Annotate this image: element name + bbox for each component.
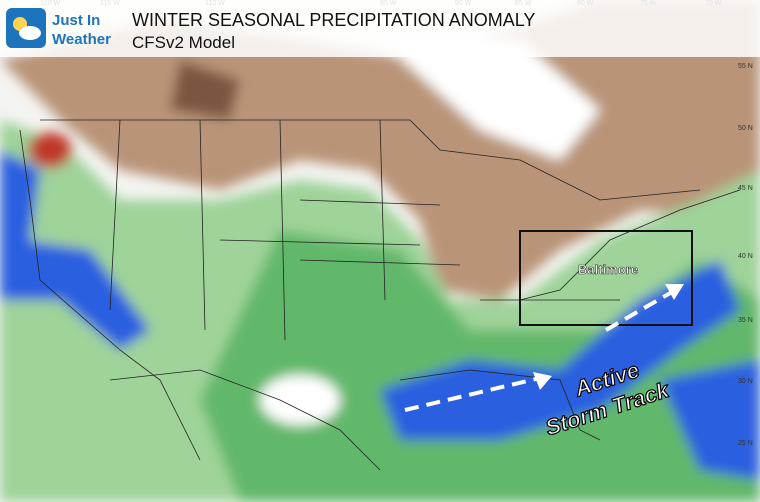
latitude-labels: 55 N 50 N 45 N 40 N 35 N 30 N 25 N xyxy=(738,63,753,447)
very-wet-area xyxy=(660,360,760,480)
latitude-label: 45 N xyxy=(738,185,753,192)
logo-text: Weather xyxy=(52,31,111,48)
latitude-label: 25 N xyxy=(738,440,753,447)
header-band xyxy=(0,0,760,57)
subtitle: CFSv2 Model xyxy=(132,33,235,52)
track-arrowhead xyxy=(665,284,684,300)
very-dry-area xyxy=(170,60,240,120)
latitude-label: 50 N xyxy=(738,125,753,132)
very-wet-area xyxy=(0,150,40,260)
track-arrow xyxy=(605,290,673,332)
very-wet-area xyxy=(0,240,150,350)
logo-text: Just In xyxy=(52,12,100,29)
coastline xyxy=(519,189,741,301)
logo-cloud xyxy=(19,26,41,40)
latitude-label: 40 N xyxy=(738,253,753,260)
latitude-label: 35 N xyxy=(738,317,753,324)
title: WINTER SEASONAL PRECIPITATION ANOMALY xyxy=(132,10,535,30)
track-arrow xyxy=(404,376,541,412)
latitude-label: 55 N xyxy=(738,63,753,70)
coastline xyxy=(19,129,601,461)
country-border xyxy=(109,369,381,471)
country-border xyxy=(40,119,701,201)
state-border xyxy=(109,119,620,341)
highlight-box xyxy=(519,230,693,326)
neutral-area xyxy=(260,375,340,425)
latitude-label: 30 N xyxy=(738,378,753,385)
borders xyxy=(19,119,741,471)
neutral-area xyxy=(380,40,600,160)
city-label: Baltimore xyxy=(578,262,638,277)
track-arrowhead xyxy=(533,372,552,390)
extreme-dry-area xyxy=(28,132,72,168)
